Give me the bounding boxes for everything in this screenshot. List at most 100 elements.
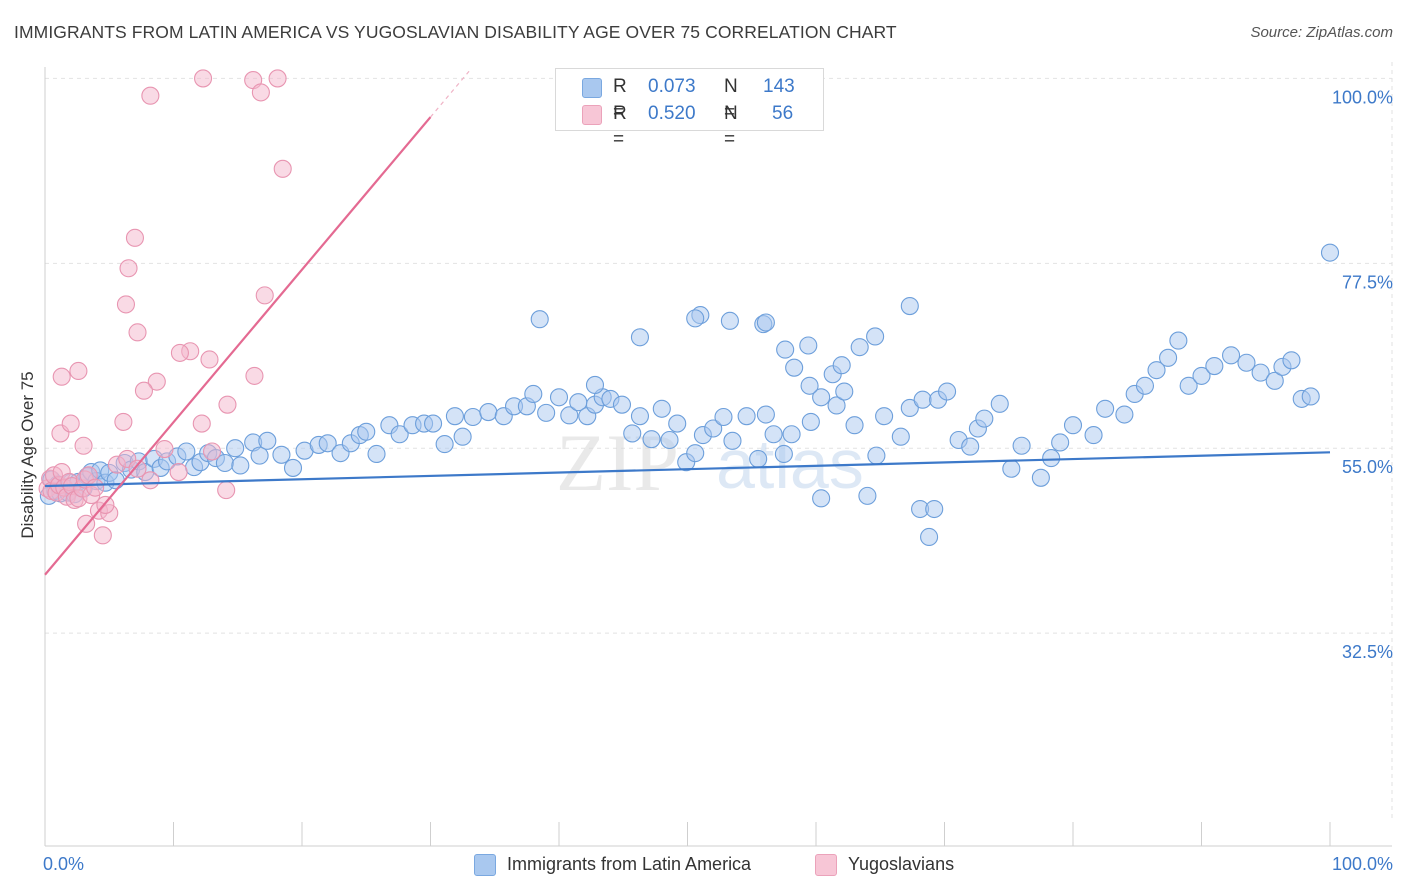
latin-america-point: [1265, 371, 1284, 390]
latin-america-point: [272, 445, 291, 464]
r-value: 0.073: [648, 76, 696, 97]
latin-america-point: [900, 297, 919, 316]
latin-america-point: [435, 435, 454, 454]
latin-america-point: [961, 437, 980, 456]
latin-america-point: [891, 427, 910, 446]
stats-legend: R = 0.073 N = 143 R = 0.520 N = 56: [555, 68, 824, 150]
latin-america-point: [827, 396, 846, 415]
latin-america-point: [668, 414, 687, 433]
latin-america-point: [630, 328, 650, 347]
latin-america-point: [1084, 426, 1103, 445]
yugoslavian-point: [74, 436, 93, 455]
latin-america-point: [723, 431, 742, 450]
yugoslavian-trend-extension: [430, 70, 470, 118]
latin-america-point: [1251, 363, 1270, 382]
chart-title: IMMIGRANTS FROM LATIN AMERICA VS YUGOSLA…: [14, 22, 897, 42]
latin-america-point: [920, 527, 939, 547]
latin-america-point: [850, 338, 869, 357]
latin-america-point: [424, 414, 443, 433]
yugoslavian-point: [268, 69, 287, 88]
latin-america-point: [463, 407, 482, 427]
latin-america-point: [1115, 405, 1134, 424]
latin-america-point: [453, 427, 472, 446]
latin-america-point: [756, 405, 775, 424]
latin-america-point: [642, 430, 661, 449]
yugoslavian-point: [69, 361, 88, 381]
yugoslavian-point: [192, 414, 211, 433]
trend-lines: [44, 70, 1331, 576]
latin-america-point: [990, 394, 1009, 413]
yugoslavian-point: [114, 412, 133, 431]
yugoslavian-point: [170, 343, 189, 362]
yugoslavian-point: [61, 414, 80, 433]
latin-america-point: [913, 390, 932, 409]
x-tick-label: 0.0%: [43, 854, 84, 874]
latin-america-point: [774, 444, 793, 464]
latin-america-point: [106, 471, 125, 490]
y-axis-title: Disability Age Over 75: [18, 371, 37, 538]
latin-america-point: [1237, 353, 1256, 372]
x-tick-label: 100.0%: [1332, 854, 1393, 874]
latin-america-point: [1031, 468, 1050, 487]
latin-america-point: [530, 310, 549, 329]
latin-america-point: [1282, 351, 1301, 370]
latin-america-point: [714, 407, 733, 427]
y-tick-label: 77.5%: [1342, 272, 1393, 292]
latin-america-point: [652, 399, 671, 418]
latin-america-point: [812, 489, 831, 508]
yugoslavian-point: [194, 69, 213, 88]
latin-america-point: [858, 486, 877, 505]
latin-america-trend-line: [44, 451, 1331, 488]
yugoslavian-point: [134, 381, 153, 400]
latin-america-point: [630, 407, 650, 426]
latin-america-point: [737, 407, 756, 426]
latin-america-point: [1135, 376, 1155, 395]
latin-america-point: [524, 384, 543, 404]
n-value: 56: [772, 103, 794, 124]
latin-america-point: [1205, 356, 1224, 376]
latin-america-point: [549, 388, 569, 407]
latin-america-point: [623, 424, 642, 443]
yugoslavian-point: [217, 481, 236, 500]
yugoslavian-point: [255, 286, 274, 305]
latin-america-point: [250, 446, 269, 465]
latin-america-point: [867, 446, 886, 465]
yugoslavian-point: [147, 372, 166, 391]
yugoslavian-point: [203, 442, 222, 461]
yugoslavian-point: [52, 367, 71, 386]
latin-america-point: [1169, 331, 1188, 350]
yugoslavian-point: [86, 478, 105, 497]
latin-america-point: [800, 376, 819, 395]
latin-america-point: [749, 449, 768, 468]
yugoslavian-point: [128, 323, 147, 342]
n-value: 143: [763, 76, 795, 97]
r-label: R =: [613, 103, 627, 150]
latin-america-point: [177, 442, 196, 461]
latin-america-point: [479, 403, 498, 422]
latin-america-point: [866, 327, 885, 346]
axes: [44, 67, 1392, 847]
latin-america-point: [318, 434, 337, 453]
latin-america-point: [1051, 433, 1070, 452]
r-value: 0.520: [648, 103, 696, 124]
latin-america-point: [390, 425, 409, 444]
latin-america-point: [925, 499, 944, 519]
latin-america-point: [1002, 459, 1021, 478]
latin-america-point: [900, 398, 919, 418]
latin-america-point: [801, 412, 820, 431]
yugoslavian-point: [155, 439, 174, 459]
yugoslavian-point: [251, 83, 270, 102]
yugoslavian-point: [125, 228, 144, 247]
latin-america-point: [537, 403, 556, 422]
latin-america-point: [1159, 348, 1178, 367]
yugoslavian-point: [273, 159, 292, 178]
latin-america-point: [1222, 346, 1241, 365]
blue-swatch: [582, 78, 602, 98]
yugoslavian-point: [218, 395, 237, 414]
axis-labels: 32.5% 55.0% 77.5% 100.0% 0.0% 100.0% Disabilit…: [18, 87, 1393, 874]
latin-america-point: [938, 382, 957, 401]
latin-america-point: [1042, 449, 1061, 468]
latin-america-point: [776, 340, 795, 359]
latin-america-point: [1147, 361, 1166, 380]
legend-label: Immigrants from Latin America: [507, 854, 752, 874]
